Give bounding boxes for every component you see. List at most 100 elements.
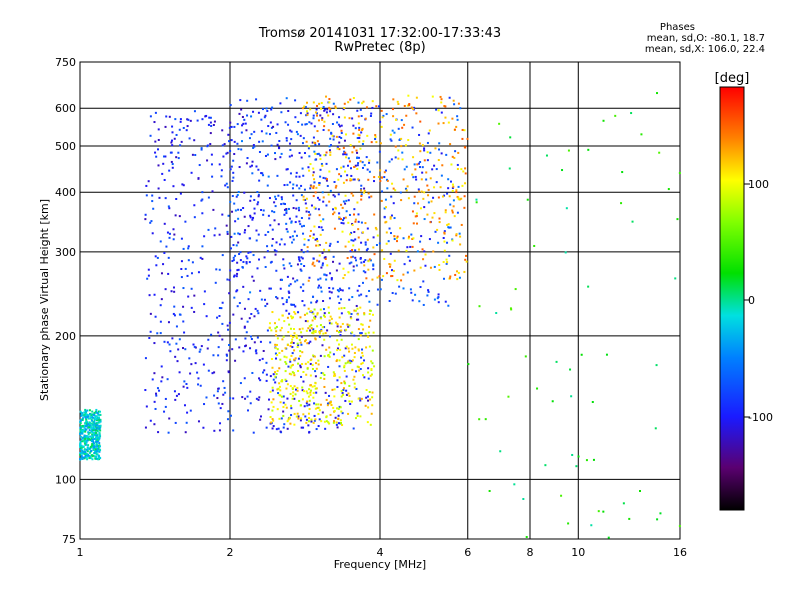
echo-point <box>349 233 352 236</box>
echo-point <box>347 347 350 350</box>
echo-point <box>282 202 285 205</box>
echo-point <box>172 238 175 241</box>
echo-point <box>311 295 314 298</box>
echo-point <box>317 406 320 409</box>
echo-point <box>266 302 269 305</box>
echo-point <box>154 315 157 318</box>
echo-point <box>319 233 322 236</box>
echo-point <box>373 176 376 179</box>
echo-point <box>344 399 347 402</box>
echo-point <box>391 182 394 185</box>
echo-point <box>295 184 298 187</box>
echo-point <box>370 360 373 363</box>
echo-point <box>159 240 162 243</box>
echo-point <box>312 330 315 333</box>
echo-point <box>318 214 321 217</box>
echo-point <box>341 356 344 359</box>
echo-point <box>218 163 221 166</box>
echo-point <box>371 313 374 316</box>
echo-point <box>361 323 364 326</box>
echo-point <box>365 388 368 391</box>
echo-point <box>333 388 336 391</box>
echo-point <box>342 387 345 390</box>
echo-point <box>92 442 95 445</box>
echo-point <box>196 371 199 374</box>
echo-point <box>353 309 356 312</box>
echo-point <box>433 212 436 215</box>
echo-point <box>299 404 302 407</box>
echo-point <box>190 272 193 275</box>
echo-point <box>431 95 434 98</box>
echo-point <box>91 438 94 441</box>
echo-point <box>296 389 299 392</box>
echo-point <box>211 175 214 178</box>
echo-point <box>464 146 467 149</box>
echo-point <box>545 154 548 157</box>
echo-point <box>88 438 91 441</box>
echo-point <box>365 156 368 159</box>
echo-point <box>312 257 315 260</box>
echo-point <box>304 415 307 418</box>
echo-point <box>292 183 295 186</box>
echo-point <box>397 149 400 152</box>
echo-point <box>342 267 345 270</box>
echo-point <box>418 190 421 193</box>
echo-point <box>221 144 224 147</box>
echo-point <box>309 163 312 166</box>
echo-point <box>254 307 257 310</box>
echo-point <box>164 405 167 408</box>
echo-point <box>229 414 232 417</box>
echo-point <box>390 158 393 161</box>
echo-point <box>364 271 367 274</box>
echo-point <box>357 101 360 104</box>
echo-point <box>184 267 187 270</box>
echo-point <box>282 303 285 306</box>
echo-point <box>156 256 159 259</box>
echo-point <box>250 164 253 167</box>
echo-point <box>368 289 371 292</box>
echo-point <box>412 176 415 179</box>
echo-point <box>233 202 236 205</box>
echo-point <box>233 125 236 128</box>
echo-point <box>174 214 177 217</box>
echo-point <box>338 212 341 215</box>
echo-point <box>316 406 319 409</box>
echo-point <box>154 111 157 114</box>
echo-point <box>282 258 285 261</box>
echo-point <box>271 244 274 247</box>
echo-point <box>331 122 334 125</box>
echo-point <box>91 444 94 447</box>
echo-point <box>249 251 252 254</box>
echo-point <box>278 243 281 246</box>
echo-point <box>275 241 278 244</box>
echo-point <box>407 237 410 240</box>
echo-point <box>377 175 380 178</box>
echo-point <box>236 269 239 272</box>
echo-point <box>658 151 661 154</box>
echo-point <box>165 115 168 118</box>
echo-point <box>80 455 83 458</box>
echo-point <box>151 378 154 381</box>
echo-point <box>318 226 321 229</box>
echo-point <box>98 419 101 422</box>
echo-point <box>247 298 250 301</box>
echo-point <box>282 405 285 408</box>
echo-point <box>229 168 232 171</box>
echo-point <box>95 424 98 427</box>
echo-point <box>369 259 372 262</box>
echo-point <box>213 394 216 397</box>
echo-point <box>228 349 231 352</box>
echo-point <box>288 155 291 158</box>
echo-point <box>238 233 241 236</box>
echo-point <box>186 125 189 128</box>
echo-point <box>210 153 213 156</box>
echo-point <box>84 417 87 420</box>
echo-point <box>418 133 421 136</box>
echo-point <box>288 291 291 294</box>
echo-point <box>404 187 407 190</box>
echo-point <box>276 297 279 300</box>
echo-point <box>359 367 362 370</box>
echo-point <box>302 371 305 374</box>
echo-point <box>414 215 417 218</box>
echo-point <box>389 133 392 136</box>
